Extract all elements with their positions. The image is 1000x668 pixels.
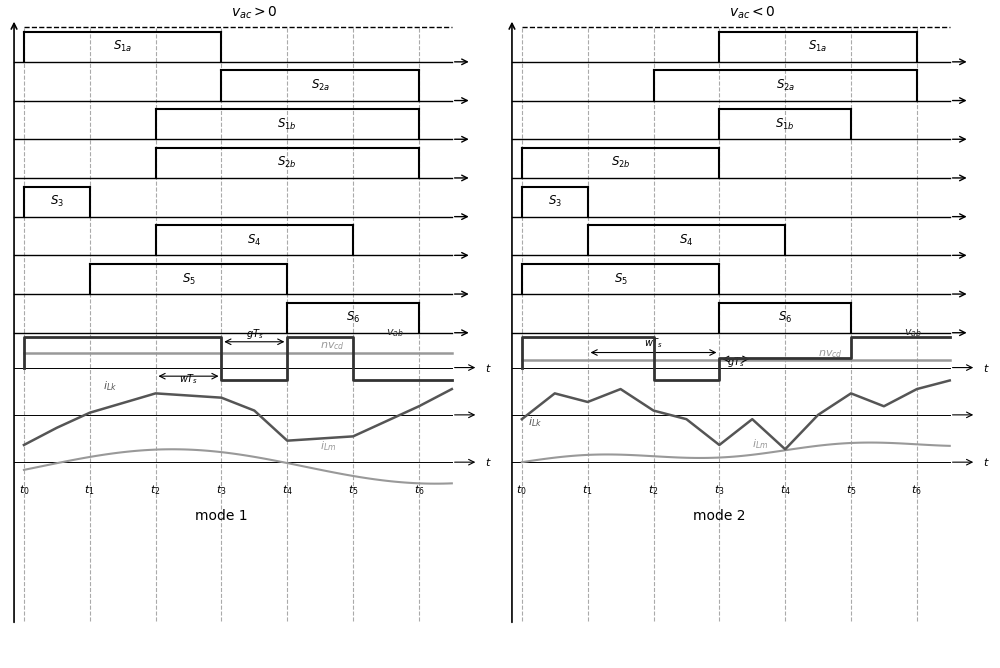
Text: $S_{2a}$: $S_{2a}$ — [311, 78, 330, 93]
Text: $t_5$: $t_5$ — [846, 484, 856, 498]
Text: $t_3$: $t_3$ — [216, 484, 227, 498]
Text: $S_4$: $S_4$ — [247, 232, 261, 248]
Text: $S_{1a}$: $S_{1a}$ — [808, 39, 828, 54]
Text: $i_{Lk}$: $i_{Lk}$ — [528, 415, 543, 430]
Text: $t_3$: $t_3$ — [714, 484, 725, 498]
Text: $t_2$: $t_2$ — [648, 484, 659, 498]
Text: $t_6$: $t_6$ — [414, 484, 424, 498]
Text: $S_3$: $S_3$ — [50, 194, 64, 209]
Text: $nv_{cd}$: $nv_{cd}$ — [818, 348, 843, 359]
Text: $gT_s$: $gT_s$ — [727, 355, 745, 369]
Text: $t_1$: $t_1$ — [84, 484, 95, 498]
Text: $S_6$: $S_6$ — [346, 310, 360, 325]
Text: $i_{Lm}$: $i_{Lm}$ — [752, 437, 769, 451]
Text: $t_1$: $t_1$ — [582, 484, 593, 498]
Text: mode 2: mode 2 — [693, 510, 746, 524]
Text: $t$: $t$ — [485, 456, 491, 468]
Text: $S_4$: $S_4$ — [679, 232, 694, 248]
Text: $S_{2b}$: $S_{2b}$ — [277, 156, 297, 170]
Text: $t_4$: $t_4$ — [780, 484, 791, 498]
Text: $S_{1a}$: $S_{1a}$ — [113, 39, 132, 54]
Text: $i_{Lm}$: $i_{Lm}$ — [320, 440, 337, 453]
Text: $v_{ab}$: $v_{ab}$ — [386, 327, 404, 339]
Text: $S_{2b}$: $S_{2b}$ — [611, 156, 630, 170]
Text: $t$: $t$ — [983, 361, 989, 373]
Text: $t$: $t$ — [485, 361, 491, 373]
Text: $v_{ac} >0$: $v_{ac} >0$ — [231, 5, 278, 21]
Text: $i_{Lk}$: $i_{Lk}$ — [103, 379, 117, 393]
Text: $t_5$: $t_5$ — [348, 484, 358, 498]
Text: $t_6$: $t_6$ — [911, 484, 922, 498]
Text: $t_0$: $t_0$ — [19, 484, 29, 498]
Text: $t$: $t$ — [983, 456, 989, 468]
Text: $t_0$: $t_0$ — [516, 484, 527, 498]
Text: $S_{1b}$: $S_{1b}$ — [775, 117, 795, 132]
Text: $wT_s$: $wT_s$ — [179, 373, 198, 386]
Text: $nv_{cd}$: $nv_{cd}$ — [320, 340, 345, 352]
Text: $gT_s$: $gT_s$ — [246, 327, 263, 341]
Text: $t_4$: $t_4$ — [282, 484, 293, 498]
Text: $S_5$: $S_5$ — [614, 271, 628, 287]
Text: $v_{ab}$: $v_{ab}$ — [904, 327, 922, 339]
Text: $S_{1b}$: $S_{1b}$ — [277, 117, 297, 132]
Text: $S_6$: $S_6$ — [778, 310, 792, 325]
Text: $t_2$: $t_2$ — [150, 484, 161, 498]
Text: $v_{ac} <0$: $v_{ac} <0$ — [729, 5, 776, 21]
Text: $wT_s$: $wT_s$ — [644, 336, 663, 350]
Text: mode 1: mode 1 — [195, 510, 248, 524]
Text: $S_3$: $S_3$ — [548, 194, 562, 209]
Text: $S_{2a}$: $S_{2a}$ — [776, 78, 795, 93]
Text: $S_5$: $S_5$ — [182, 271, 195, 287]
